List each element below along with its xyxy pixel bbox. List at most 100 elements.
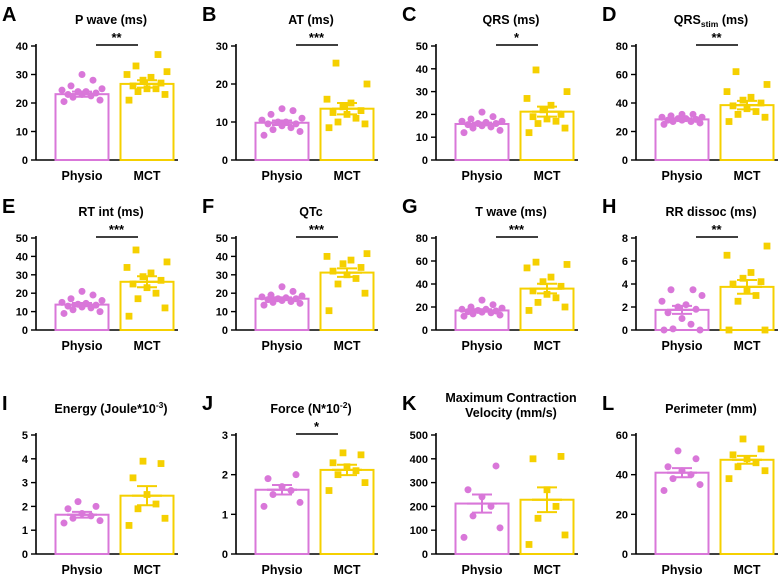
data-point-physio xyxy=(67,295,75,303)
y-tick-label: 0 xyxy=(222,155,228,167)
data-point-mct xyxy=(739,435,747,443)
data-point-mct xyxy=(529,455,537,463)
data-point-mct xyxy=(543,115,551,123)
y-tick-label: 10 xyxy=(16,307,28,319)
data-point-physio xyxy=(496,524,504,532)
data-point-mct xyxy=(739,96,747,104)
data-point-physio xyxy=(698,113,706,121)
data-point-physio xyxy=(82,299,90,307)
y-tick-label: 4 xyxy=(622,279,629,291)
data-point-physio xyxy=(78,510,86,518)
data-point-physio xyxy=(74,300,82,308)
y-tick-label: 3 xyxy=(22,478,28,490)
data-point-physio xyxy=(496,126,504,134)
data-point-mct xyxy=(543,290,551,298)
data-point-mct xyxy=(339,103,347,111)
data-point-physio xyxy=(492,462,500,470)
data-point-physio xyxy=(282,294,290,302)
y-tick-label: 50 xyxy=(416,41,428,53)
data-point-mct xyxy=(534,120,542,127)
y-tick-label: 0 xyxy=(622,325,628,337)
panel-title: QRSstim (ms) xyxy=(674,13,748,29)
data-point-mct xyxy=(357,451,365,459)
data-point-physio xyxy=(698,292,706,299)
data-point-physio xyxy=(278,105,286,113)
data-point-mct xyxy=(361,479,369,486)
data-point-physio xyxy=(682,301,690,309)
data-point-mct xyxy=(132,62,140,70)
data-point-mct xyxy=(163,258,171,266)
data-point-mct xyxy=(523,95,531,102)
data-point-physio xyxy=(289,287,297,295)
data-point-mct xyxy=(561,531,569,539)
data-point-mct xyxy=(152,289,160,297)
data-point-physio xyxy=(89,291,97,299)
data-point-mct xyxy=(147,73,155,81)
data-point-mct xyxy=(734,463,742,471)
y-tick-label: 4 xyxy=(22,454,29,466)
y-tick-label: 20 xyxy=(216,79,228,91)
data-point-physio xyxy=(296,128,304,135)
data-point-physio xyxy=(669,475,677,483)
y-tick-label: 10 xyxy=(16,127,28,139)
data-point-mct xyxy=(134,295,142,303)
data-point-mct xyxy=(143,491,151,498)
data-point-mct xyxy=(125,522,133,529)
data-point-mct xyxy=(729,451,737,459)
panel-letter: B xyxy=(202,4,216,26)
data-point-mct xyxy=(563,261,571,268)
data-point-mct xyxy=(529,287,537,295)
data-point-mct xyxy=(329,109,337,116)
data-point-physio xyxy=(658,113,666,121)
y-tick-label: 20 xyxy=(16,98,28,110)
y-tick-label: 6 xyxy=(622,256,628,268)
panel-title: Maximum Contraction xyxy=(445,391,576,405)
data-point-physio xyxy=(58,86,66,94)
data-point-physio xyxy=(58,298,66,306)
data-point-physio xyxy=(467,115,475,123)
data-point-physio xyxy=(264,475,272,483)
y-tick-label: 0 xyxy=(22,325,28,337)
data-point-mct xyxy=(725,326,733,334)
data-point-physio xyxy=(687,320,695,328)
data-point-mct xyxy=(129,280,137,288)
data-point-mct xyxy=(757,445,765,453)
data-point-mct xyxy=(163,68,171,76)
data-point-mct xyxy=(543,486,551,494)
data-point-physio xyxy=(260,131,268,139)
data-point-physio xyxy=(98,85,106,93)
data-point-mct xyxy=(743,286,751,294)
data-point-mct xyxy=(347,256,355,264)
y-tick-label: 30 xyxy=(16,270,28,282)
data-point-mct xyxy=(761,326,769,334)
y-tick-label: 0 xyxy=(422,155,428,167)
category-label-physio: Physio xyxy=(662,563,703,575)
data-point-mct xyxy=(339,449,347,457)
category-label-mct: MCT xyxy=(533,169,560,183)
data-point-mct xyxy=(363,80,371,88)
y-tick-label: 20 xyxy=(416,302,428,314)
data-point-mct xyxy=(561,303,569,311)
data-point-mct xyxy=(343,111,351,118)
data-point-physio xyxy=(60,519,68,527)
data-point-mct xyxy=(561,124,569,132)
panel-j: J Force (N*10-2) 0 1 2 3 Physio MCT * xyxy=(202,393,378,575)
category-label-mct: MCT xyxy=(733,563,760,575)
data-point-physio xyxy=(689,286,697,294)
data-point-physio xyxy=(92,301,100,309)
data-point-physio xyxy=(264,120,272,128)
panel-a: A P wave (ms) 0 10 20 30 40 Physio MCT ** xyxy=(2,4,178,183)
y-tick-label: 40 xyxy=(416,64,428,76)
data-point-physio xyxy=(678,467,686,475)
data-point-physio xyxy=(274,118,282,126)
y-tick-label: 30 xyxy=(216,270,228,282)
data-point-physio xyxy=(64,505,72,513)
data-point-physio xyxy=(667,112,675,120)
panel-letter: E xyxy=(2,196,15,218)
panel-title: Perimeter (mm) xyxy=(665,402,757,416)
data-point-mct xyxy=(763,81,771,88)
data-point-mct xyxy=(139,457,147,465)
y-tick-label: 400 xyxy=(410,454,428,466)
data-point-physio xyxy=(278,283,286,291)
y-tick-label: 60 xyxy=(616,430,628,442)
